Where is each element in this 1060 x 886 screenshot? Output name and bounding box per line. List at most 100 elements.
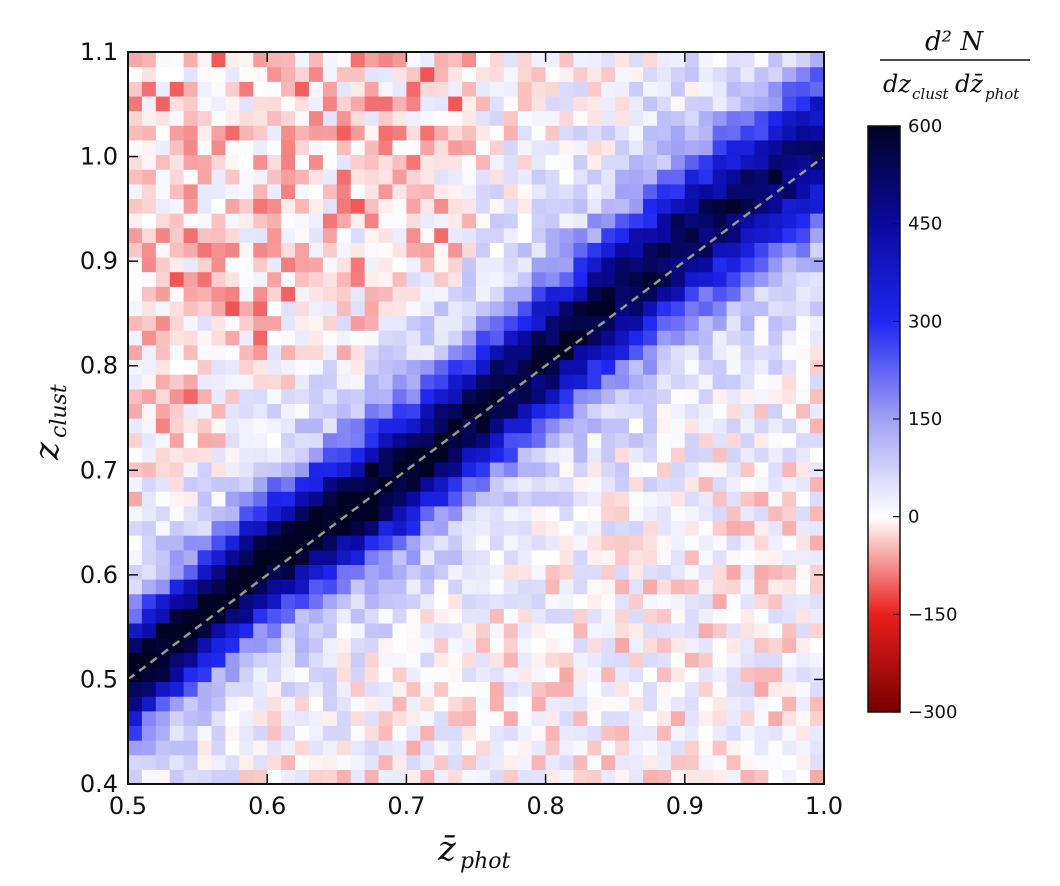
heatmap-cell [336, 242, 352, 258]
heatmap-cell [573, 183, 588, 199]
heatmap-cell [489, 740, 505, 756]
heatmap-cell [197, 286, 213, 302]
heatmap-cell [141, 256, 157, 273]
heatmap-cell [601, 754, 616, 770]
heatmap-cell [392, 169, 407, 185]
heatmap-cell [559, 227, 575, 243]
heatmap-cell [183, 154, 199, 170]
heatmap-cell [810, 476, 825, 492]
heatmap-cell [267, 315, 282, 331]
heatmap-cell [225, 432, 240, 448]
heatmap-cell [796, 52, 811, 68]
heatmap-cell [141, 593, 157, 609]
heatmap-cell [128, 725, 143, 741]
heatmap-cell [462, 242, 477, 258]
heatmap-cell [281, 286, 296, 302]
heatmap-cell [406, 169, 421, 185]
heatmap-cell [740, 491, 755, 507]
heatmap-cell [141, 740, 157, 756]
heatmap-cell [545, 622, 561, 639]
heatmap-cell [448, 66, 463, 82]
heatmap-cell [768, 535, 783, 551]
heatmap-cell [656, 315, 672, 331]
heatmap-cell [281, 418, 296, 434]
heatmap-cell [782, 300, 797, 317]
heatmap-cell [364, 710, 380, 727]
heatmap-cell [322, 461, 338, 478]
heatmap-cell [768, 549, 783, 565]
heatmap-cell [253, 125, 268, 141]
heatmap-cell [128, 95, 143, 112]
heatmap-cell [768, 608, 783, 624]
heatmap-cell [239, 652, 254, 668]
heatmap-cell [406, 622, 421, 639]
heatmap-cell [476, 418, 491, 434]
heatmap-cell [406, 447, 421, 463]
heatmap-cell [670, 330, 686, 346]
heatmap-cell [364, 579, 380, 595]
heatmap-cell [128, 271, 143, 287]
heatmap-cell [740, 432, 755, 448]
heatmap-cell [169, 81, 185, 97]
heatmap-cell [253, 95, 268, 112]
heatmap-cell [336, 769, 352, 785]
heatmap-cell [462, 169, 477, 185]
heatmap-cell [197, 256, 213, 273]
heatmap-cell [448, 505, 463, 522]
heatmap-cell [503, 564, 519, 580]
heatmap-cell [656, 593, 672, 609]
heatmap-cell [782, 95, 797, 112]
heatmap-cell [392, 666, 407, 683]
heatmap-cell [796, 535, 811, 551]
heatmap-cell [350, 374, 366, 390]
heatmap-cell [489, 593, 505, 609]
heatmap-cell [559, 637, 575, 653]
heatmap-cell [225, 52, 240, 68]
heatmap-cell [141, 66, 157, 82]
heatmap-cell [698, 652, 714, 668]
heatmap-cell [573, 330, 588, 346]
heatmap-cell [489, 110, 505, 126]
plot-frame [127, 51, 825, 785]
heatmap-cell [155, 432, 171, 448]
heatmap-cell [281, 139, 296, 156]
heatmap-cell [503, 330, 519, 346]
heatmap-cell [476, 491, 491, 507]
heatmap-cell [517, 344, 533, 361]
heatmap-cell [308, 388, 324, 404]
heatmap-cell [183, 110, 199, 126]
heatmap-cell [169, 622, 185, 639]
heatmap-cell [559, 242, 575, 258]
heatmap-cell [573, 535, 588, 551]
heatmap-cell [670, 52, 686, 68]
heatmap-cell [698, 330, 714, 346]
heatmap-cell [267, 344, 282, 361]
heatmap-cell [239, 271, 254, 287]
heatmap-cell [656, 432, 672, 448]
heatmap-cell [322, 330, 338, 346]
heatmap-cell [573, 681, 588, 697]
heatmap-cell [587, 403, 602, 419]
heatmap-cell [559, 505, 575, 522]
heatmap-cell [420, 359, 435, 375]
heatmap-cell [712, 579, 728, 595]
heatmap-cell [503, 213, 519, 229]
colorbar-tick-label: −300 [908, 702, 957, 723]
heatmap-cell [573, 198, 588, 214]
heatmap-cell [489, 579, 505, 595]
heatmap-cell [601, 315, 616, 331]
heatmap-cell [712, 593, 728, 609]
heatmap-cell [392, 696, 407, 712]
heatmap-cell [656, 622, 672, 639]
heatmap-cell [406, 681, 421, 697]
heatmap-cell [531, 535, 547, 551]
heatmap-cell [308, 608, 324, 624]
heatmap-cell [267, 608, 282, 624]
heatmap-cell [350, 256, 366, 273]
heatmap-cell [434, 622, 449, 639]
heatmap-cell [336, 418, 352, 434]
heatmap-cell [684, 183, 700, 199]
heatmap-cell [128, 681, 143, 697]
heatmap-cell [336, 505, 352, 522]
heatmap-cell [670, 183, 686, 199]
